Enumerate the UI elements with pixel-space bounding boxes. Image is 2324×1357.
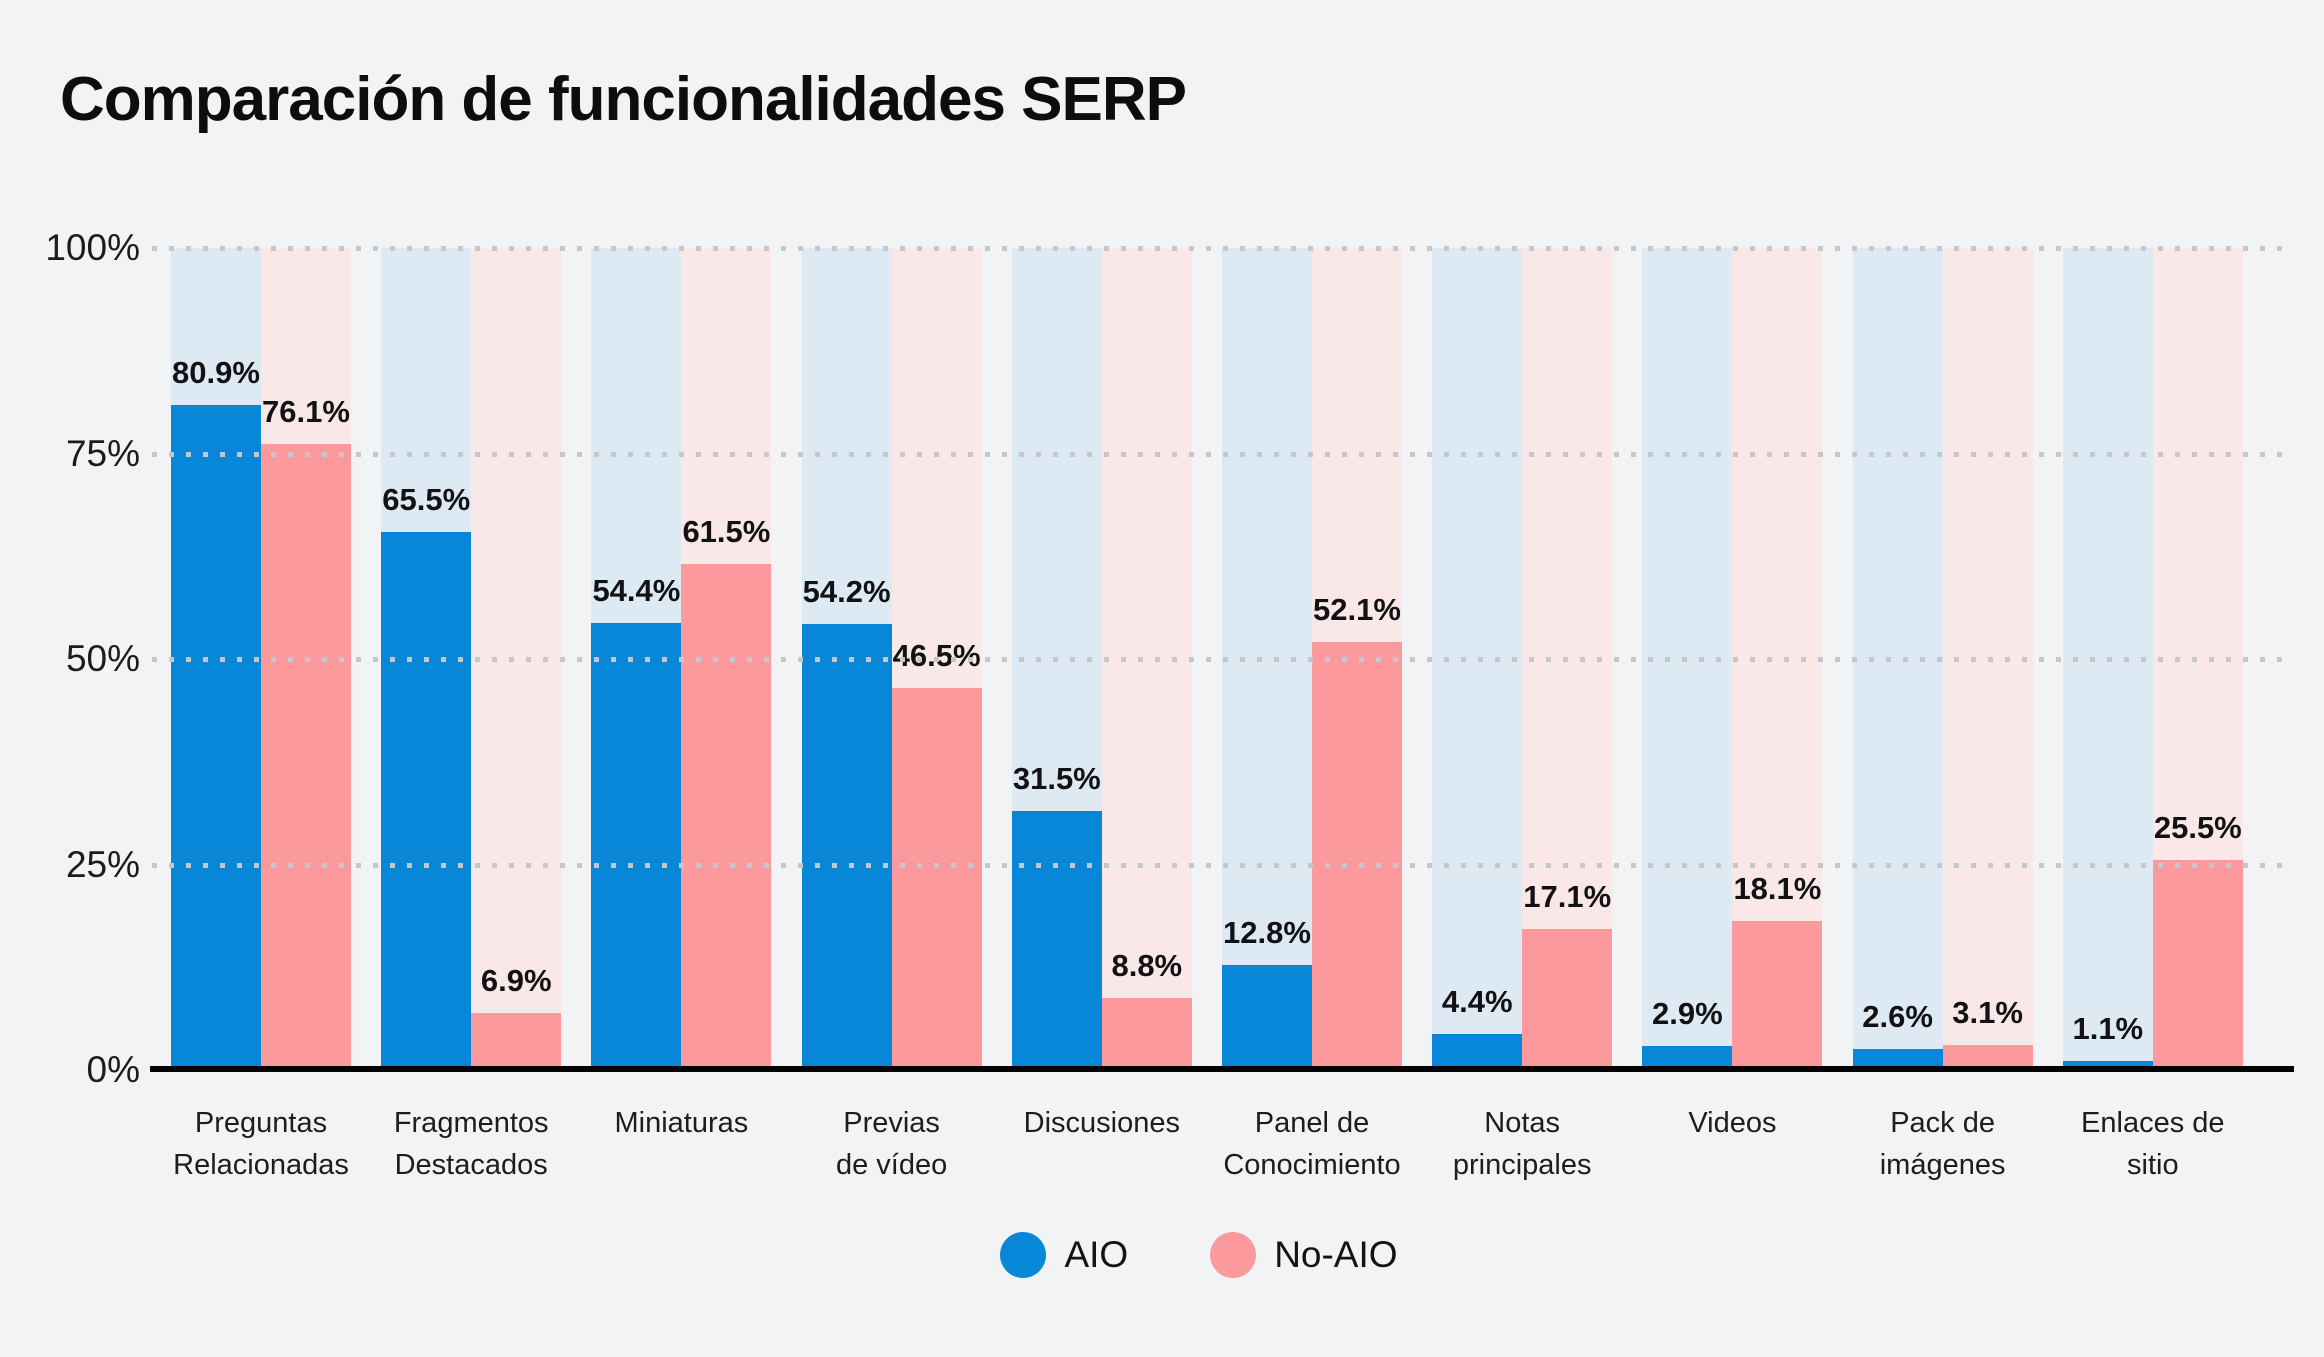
value-label: 54.4% <box>592 572 681 608</box>
bar-noaio <box>2152 860 2243 1070</box>
x-category-label-line: Conocimiento <box>1223 1149 1401 1181</box>
value-label: 80.9% <box>172 355 260 391</box>
chart-title: Comparación de funcionalidades SERP <box>60 65 1187 134</box>
x-category-label-line: Fragmentos <box>393 1107 549 1139</box>
x-category-label: Videos <box>1612 1102 1852 1144</box>
bar-aio <box>801 624 892 1070</box>
legend: AIO No-AIO <box>0 1232 2324 1278</box>
x-category-label-line: principales <box>1452 1149 1592 1181</box>
gridline <box>152 246 2294 251</box>
value-label: 17.1% <box>1523 879 1612 915</box>
gridline <box>152 862 2294 868</box>
bar-aio <box>171 405 261 1070</box>
bar-aio <box>1852 1048 1943 1070</box>
x-category-label: Fragmentos Destacados <box>351 1102 591 1186</box>
legend-dot-icon <box>1210 1232 1257 1278</box>
legend-item: No-AIO <box>1210 1232 1398 1278</box>
legend-label: AIO <box>1064 1234 1129 1275</box>
x-category-label: Previas de vídeo <box>772 1102 1012 1186</box>
value-label: 1.1% <box>2072 1010 2144 1046</box>
x-category-label-line: de vídeo <box>835 1149 948 1181</box>
bar-noaio <box>471 1013 562 1070</box>
x-category-label: Notas principales <box>1402 1102 1642 1186</box>
y-tick-label: 100% <box>45 227 140 268</box>
value-label: 8.8% <box>1111 947 1183 983</box>
value-label: 3.1% <box>1952 994 2023 1030</box>
legend-item: AIO <box>1000 1232 1128 1278</box>
bar-aio <box>381 531 472 1070</box>
x-category-label-line: sitio <box>2127 1149 2179 1181</box>
x-category-label-line: Enlaces de <box>2081 1107 2225 1139</box>
x-category-label-line: Pack de <box>1890 1107 1995 1139</box>
legend-dot-icon <box>1000 1232 1047 1278</box>
value-label: 12.8% <box>1223 914 1311 950</box>
value-label: 46.5% <box>892 637 981 673</box>
bar-noaio <box>1312 641 1402 1070</box>
x-category-label: Discusiones <box>982 1102 1222 1144</box>
value-label: 61.5% <box>682 514 771 550</box>
bar-aio <box>1011 811 1102 1070</box>
x-category-label: Pack de imágenes <box>1823 1102 2063 1186</box>
x-category-label-line: Miniaturas <box>614 1107 749 1139</box>
x-category-label: Panel de Conocimiento <box>1192 1102 1432 1186</box>
value-label: 65.5% <box>382 481 471 517</box>
x-category-label-line: Previas <box>843 1107 940 1139</box>
x-category-label: Miniaturas <box>561 1102 801 1144</box>
bar-noaio <box>1522 929 1613 1070</box>
x-category-label-line: Panel de <box>1254 1107 1370 1139</box>
value-label: 76.1% <box>262 394 350 430</box>
bar-aio <box>591 622 682 1070</box>
value-label: 54.2% <box>802 574 891 610</box>
y-tick-label: 75% <box>65 432 140 474</box>
legend-label: No-AIO <box>1274 1234 1398 1275</box>
value-label: 25.5% <box>2153 810 2242 846</box>
value-label: 2.6% <box>1862 998 1933 1034</box>
value-label: 31.5% <box>1012 761 1101 797</box>
bar-noaio <box>1732 921 1823 1070</box>
x-category-label-line: Preguntas <box>194 1107 328 1139</box>
y-tick-label: 50% <box>65 638 140 679</box>
bar-aio <box>1432 1033 1523 1070</box>
bar-noaio <box>1101 997 1192 1070</box>
x-axis-line <box>150 1066 2294 1072</box>
bar-noaio <box>891 687 982 1070</box>
value-label: 18.1% <box>1733 871 1822 907</box>
y-tick-label: 0% <box>86 1049 140 1090</box>
bar-aio <box>1642 1046 1733 1070</box>
x-category-label-line: Relacionadas <box>173 1149 349 1181</box>
bar-aio <box>2062 1060 2153 1070</box>
bar-aio <box>1222 964 1312 1070</box>
value-label: 52.1% <box>1313 591 1401 627</box>
gridline <box>152 657 2294 662</box>
value-label: 4.4% <box>1441 983 1513 1019</box>
value-label: 6.9% <box>480 963 552 999</box>
plot-area: 80.9% 76.1% 65.5% 6.9% 54.4% 61.5% 54.2% 46.5% 3… <box>152 246 2294 1070</box>
x-category-label-line: Notas <box>1484 1107 1561 1139</box>
x-category-label: Enlaces de sitio <box>2033 1102 2273 1186</box>
x-category-label-line: imágenes <box>1879 1149 2006 1181</box>
bar-noaio <box>681 564 772 1070</box>
x-category-label-line: Discusiones <box>1023 1107 1180 1139</box>
x-category-label-line: Videos <box>1688 1107 1777 1139</box>
value-label: 2.9% <box>1652 996 1723 1032</box>
bar-noaio <box>261 444 351 1070</box>
bar-noaio <box>1942 1044 2033 1070</box>
bar-group: 54.2% 46.5% <box>801 248 982 1070</box>
x-category-label-line: Destacados <box>394 1149 548 1181</box>
y-tick-label: 25% <box>65 843 140 885</box>
x-category-label: Preguntas Relacionadas <box>141 1102 381 1186</box>
gridline <box>152 451 2294 457</box>
